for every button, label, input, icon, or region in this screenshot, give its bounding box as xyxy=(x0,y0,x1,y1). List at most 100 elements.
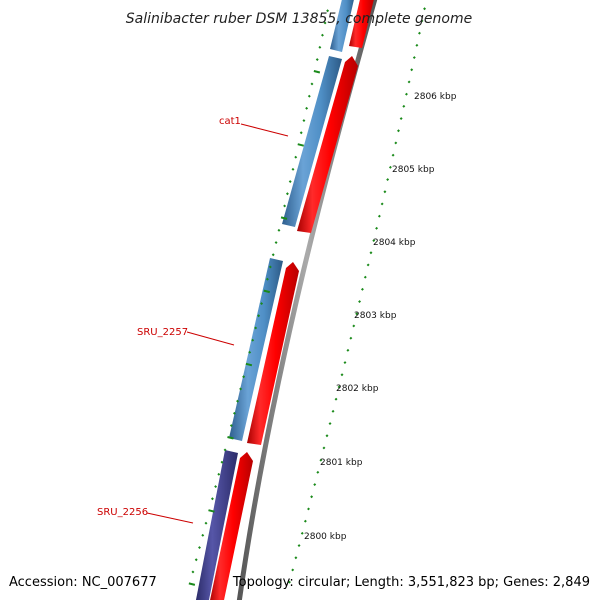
scale-labels: 2806 kbp 2805 kbp 2804 kbp 2803 kbp 2802… xyxy=(304,92,457,542)
inner-tick xyxy=(242,375,246,379)
gene-label-text[interactable]: SRU_2256 xyxy=(97,507,148,518)
inner-tick xyxy=(201,533,205,537)
inner-tick xyxy=(268,265,272,269)
scale-tick xyxy=(386,178,390,182)
scale-tick xyxy=(375,226,379,230)
gene-label-text[interactable]: cat1 xyxy=(219,116,241,127)
inner-tick xyxy=(204,521,208,525)
outer-scale-ring xyxy=(288,7,427,584)
scale-tick xyxy=(360,287,364,291)
scale-tick xyxy=(420,19,424,23)
feature-forward-cat1-region xyxy=(297,56,358,233)
scale-tick xyxy=(313,483,317,487)
gene-label-sru2257[interactable]: SRU_2257 xyxy=(137,327,235,346)
scale-tick xyxy=(388,165,392,169)
scale-tick xyxy=(343,361,347,365)
scale-tick xyxy=(316,470,320,474)
inner-tick xyxy=(318,45,322,49)
inner-tick xyxy=(254,326,258,330)
feature-reverse-cat1 xyxy=(282,56,342,227)
inner-tick xyxy=(277,228,281,232)
backbone-line xyxy=(236,0,378,600)
inner-tick xyxy=(251,338,255,342)
inner-tick xyxy=(305,106,309,110)
inner-tick xyxy=(323,21,327,25)
scale-tick xyxy=(294,556,298,560)
scale-tick xyxy=(404,92,408,96)
inner-tick xyxy=(245,362,253,367)
scale-tick xyxy=(402,104,406,108)
inner-tick xyxy=(310,82,314,86)
inner-tick xyxy=(229,424,233,428)
leader-line xyxy=(186,331,235,346)
inner-tick xyxy=(188,582,196,586)
scale-tick xyxy=(366,263,370,267)
scale-tick xyxy=(325,434,329,438)
scale-tick xyxy=(363,275,367,279)
inner-tick xyxy=(208,509,215,513)
map-title: Salinibacter ruber DSM 13855, complete g… xyxy=(126,11,472,27)
accession-text: Accession: NC_007677 xyxy=(9,575,157,590)
inner-tick xyxy=(214,485,218,489)
leader-line xyxy=(146,512,194,524)
inner-tick xyxy=(260,302,264,306)
scale-label-2804: 2804 kbp xyxy=(373,238,416,248)
inner-tick xyxy=(239,387,243,391)
scale-tick xyxy=(410,68,414,72)
scale-label-2801: 2801 kbp xyxy=(320,458,363,468)
scale-tick xyxy=(297,544,301,548)
scale-tick xyxy=(383,190,387,194)
gene-label-sru2256[interactable]: SRU_2256 xyxy=(97,507,194,524)
inner-tick xyxy=(210,497,214,501)
leader-line xyxy=(240,123,289,137)
inner-tick xyxy=(265,277,269,281)
inner-tick xyxy=(307,94,311,98)
inner-tick xyxy=(223,448,227,452)
inner-tick xyxy=(227,436,234,440)
scale-tick xyxy=(340,373,344,377)
gene-label-text[interactable]: SRU_2257 xyxy=(137,327,188,338)
scale-tick xyxy=(303,519,307,523)
scale-tick xyxy=(407,80,411,84)
inner-tick xyxy=(194,558,198,562)
inner-tick xyxy=(285,192,289,196)
scale-tick xyxy=(349,336,353,340)
scale-tick xyxy=(331,409,335,413)
inner-tick xyxy=(313,70,321,74)
scale-tick xyxy=(369,251,373,255)
inner-tick xyxy=(217,472,221,476)
inner-tick xyxy=(274,241,278,245)
scale-tick xyxy=(288,580,291,584)
inner-tick xyxy=(248,350,252,354)
inner-tick xyxy=(302,119,306,123)
inner-tick xyxy=(294,155,298,159)
feature-reverse-sru2256 xyxy=(195,450,238,600)
inner-tick xyxy=(280,216,288,220)
scale-tick xyxy=(415,43,419,47)
inner-tick xyxy=(288,180,292,184)
inner-tick xyxy=(321,33,324,37)
reverse-strand-track xyxy=(195,0,354,600)
scale-label-2802: 2802 kbp xyxy=(336,384,379,394)
scale-tick xyxy=(328,422,332,426)
inner-tick xyxy=(257,314,261,318)
scale-tick xyxy=(377,214,381,218)
scale-tick xyxy=(380,202,384,206)
scale-tick xyxy=(372,239,376,243)
scale-tick xyxy=(394,141,398,145)
scale-tick xyxy=(412,56,416,60)
forward-strand-track xyxy=(210,0,374,600)
scale-tick xyxy=(355,312,359,316)
feature-reverse-sru2257 xyxy=(229,258,283,441)
scale-tick xyxy=(423,7,427,11)
scale-tick xyxy=(352,324,356,328)
scale-tick xyxy=(307,507,310,511)
scale-tick xyxy=(322,446,326,450)
gene-label-cat1[interactable]: cat1 xyxy=(219,116,289,137)
inner-tick xyxy=(283,204,287,208)
scale-tick xyxy=(310,495,314,499)
feature-reverse-top xyxy=(330,0,354,52)
inner-tick xyxy=(232,411,236,415)
